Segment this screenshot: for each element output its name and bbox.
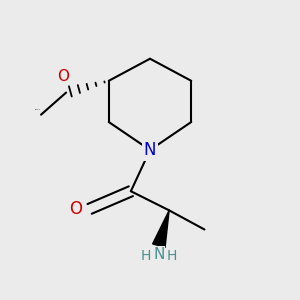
Text: H: H	[167, 249, 177, 263]
Text: methoxy: methoxy	[35, 109, 41, 110]
Text: O: O	[57, 69, 69, 84]
Polygon shape	[153, 210, 169, 248]
Text: H: H	[140, 249, 151, 263]
Text: N: N	[144, 141, 156, 159]
Text: O: O	[69, 200, 82, 218]
Text: N: N	[153, 247, 164, 262]
